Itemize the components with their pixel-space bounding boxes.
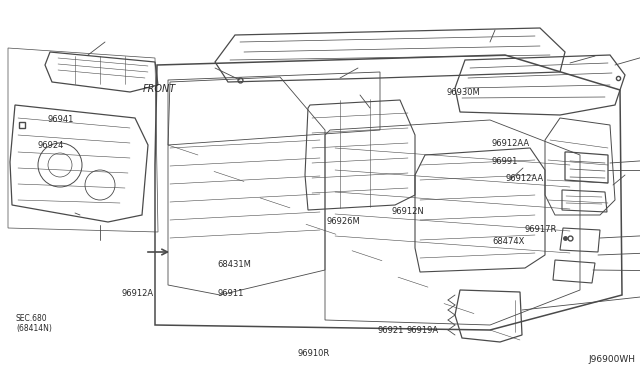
- Text: 96912N: 96912N: [392, 207, 424, 216]
- Text: 96911: 96911: [218, 289, 244, 298]
- Text: 96941: 96941: [48, 115, 74, 124]
- Text: 68474X: 68474X: [493, 237, 525, 246]
- Text: 96917R: 96917R: [525, 225, 557, 234]
- Text: FRONT: FRONT: [143, 84, 176, 93]
- Text: J96900WH: J96900WH: [588, 355, 635, 364]
- Text: 96930M: 96930M: [447, 88, 481, 97]
- Text: 96912AA: 96912AA: [492, 139, 530, 148]
- Text: 96912A: 96912A: [122, 289, 154, 298]
- Text: 96919A: 96919A: [406, 326, 438, 335]
- Text: 96921: 96921: [378, 326, 404, 335]
- Text: 96910R: 96910R: [298, 349, 330, 358]
- Text: 68431M: 68431M: [218, 260, 252, 269]
- Text: 96924: 96924: [37, 141, 63, 150]
- Text: 96912AA: 96912AA: [506, 174, 544, 183]
- Text: 96991: 96991: [492, 157, 518, 166]
- Text: 96926M: 96926M: [326, 217, 360, 226]
- Text: SEC.680
(68414N): SEC.680 (68414N): [16, 314, 52, 333]
